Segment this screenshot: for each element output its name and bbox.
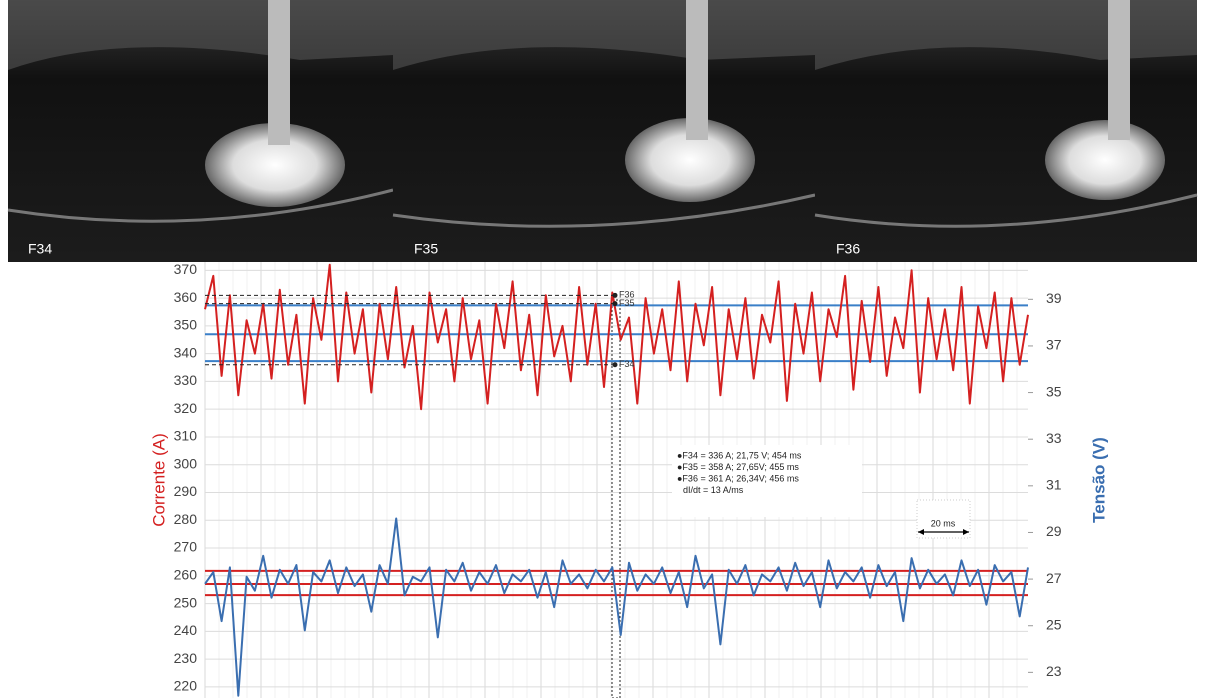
frame-label: F36	[836, 241, 860, 257]
marker-label: F36	[619, 290, 635, 300]
annotation-box	[672, 445, 862, 517]
annotation-text: ●F34 = 336 A; 21,75 V; 454 ms	[677, 450, 802, 460]
y2-tick-label: 33	[1046, 430, 1062, 446]
photo: F35	[392, 0, 816, 262]
y-tick-label: 260	[174, 567, 198, 583]
annotation-text: ●F35 = 358 A; 27,65V; 455 ms	[677, 462, 799, 472]
frame-label: F35	[414, 241, 438, 257]
marker-dot	[612, 301, 618, 307]
y2-tick-label: 39	[1046, 290, 1062, 306]
y-tick-label: 280	[174, 511, 198, 527]
y-tick-label: 340	[174, 344, 198, 360]
marker-dot	[612, 292, 618, 298]
y-tick-label: 290	[174, 483, 198, 499]
series-line	[204, 263, 1029, 411]
y2-tick-label: 31	[1046, 477, 1062, 493]
scale-arrows	[918, 529, 969, 535]
y2-tick-label: 25	[1046, 616, 1062, 632]
y-tick-label: 320	[174, 400, 198, 416]
y2-tick-label: 29	[1046, 523, 1062, 539]
y-axis-label: Corrente (A)	[149, 433, 168, 527]
y-tick-label: 240	[174, 622, 198, 638]
y2-tick-label: 23	[1046, 663, 1062, 679]
annotation-text: dI/dt = 13 A/ms	[683, 485, 744, 495]
y-tick-label: 350	[174, 317, 198, 333]
photo: F36	[814, 0, 1198, 262]
y-tick-label: 360	[174, 289, 198, 305]
y-tick-label: 330	[174, 372, 198, 388]
y-tick-label: 300	[174, 455, 198, 471]
photo-frames: F34 F35 F36	[7, 0, 1198, 262]
y-tick-label: 250	[174, 594, 198, 610]
y2-tick-label: 27	[1046, 570, 1062, 586]
y-tick-label: 370	[174, 261, 198, 277]
photo: F34	[7, 0, 394, 262]
marker-dot	[612, 362, 618, 368]
y2-tick-label: 37	[1046, 337, 1062, 353]
y2-axis-label: Tensão (V)	[1089, 437, 1108, 523]
marker-label: F35	[619, 298, 635, 308]
y-tick-label: 220	[174, 678, 198, 694]
cursor-band	[611, 299, 621, 698]
series-line	[204, 517, 1029, 697]
y-tick-label: 230	[174, 650, 198, 666]
y2-tick-label: 35	[1046, 383, 1062, 399]
marker-label: F34	[619, 359, 635, 369]
y-tick-label: 270	[174, 539, 198, 555]
annotation-text: ●F36 = 361 A; 26,34V; 456 ms	[677, 473, 799, 483]
scale-label: 20 ms	[931, 518, 956, 528]
frame-label: F34	[28, 241, 52, 257]
y-tick-label: 310	[174, 428, 198, 444]
